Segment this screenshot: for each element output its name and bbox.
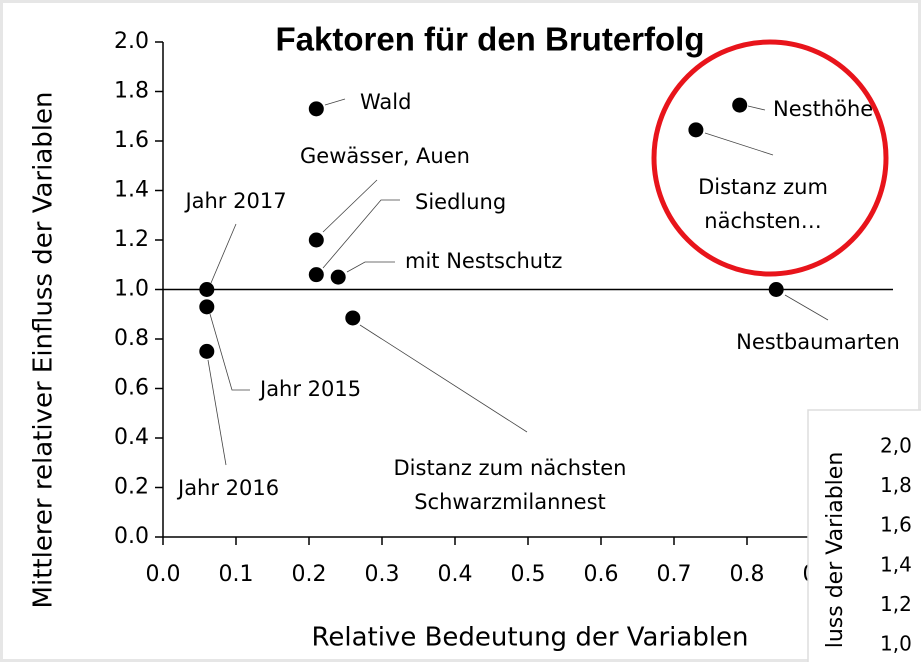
point-label: mit Nestschutz (405, 249, 562, 273)
inset-y-tick-label: 1,4 (880, 552, 912, 576)
leader-line (209, 313, 250, 391)
inset-y-tick-label: 1,6 (880, 513, 912, 537)
x-tick-label: 0.0 (146, 562, 181, 587)
point-label: Gewässer, Auen (300, 144, 470, 168)
y-tick-label: 1.6 (114, 128, 149, 153)
leader-line (207, 359, 227, 466)
point (732, 97, 748, 113)
point (199, 299, 215, 315)
point (308, 101, 324, 117)
point-label: Siedlung (415, 190, 506, 214)
inset-panel (807, 409, 921, 662)
point-label: Nesthöhe (773, 97, 873, 121)
y-tick-label: 1.0 (114, 277, 149, 302)
leader-line (324, 98, 346, 106)
inset-y-tick-label: 1,2 (880, 592, 912, 616)
leader-line (359, 324, 528, 433)
x-tick-label: 0.8 (730, 562, 765, 587)
x-tick-label: 0.3 (365, 562, 400, 587)
point-label: Wald (360, 90, 411, 114)
y-axis-label: Mittlerer relativer Einfluss der Variabl… (29, 92, 59, 609)
point-label: Jahr 2015 (258, 377, 361, 401)
leader-line (704, 132, 774, 156)
leader-line (346, 261, 395, 273)
y-tick-label: 0.4 (114, 425, 149, 450)
point (308, 232, 324, 248)
inset-y-tick-label: 2,0 (880, 434, 912, 458)
point (199, 282, 215, 297)
point-label: Schwarzmilannest (414, 490, 606, 514)
point (199, 343, 215, 359)
y-tick-label: 0.2 (114, 475, 149, 500)
point-label: Nestbaumarten (736, 330, 900, 354)
highlight-circle (651, 39, 889, 277)
point-label: Distanz zum nächsten (394, 456, 627, 480)
x-tick-label: 0.6 (584, 562, 619, 587)
point (345, 310, 361, 326)
inset-y-tick-label: 1,8 (880, 473, 912, 497)
point-label: nächsten… (704, 209, 821, 233)
y-tick-label: 1.2 (114, 227, 149, 252)
inset-y-axis-label: luss der Variablen (823, 452, 848, 649)
leader-line (322, 179, 378, 233)
leader-line (210, 223, 237, 284)
x-axis-label: Relative Bedeutung der Variablen (311, 623, 748, 653)
leader-line (747, 105, 766, 111)
y-tick-label: 0.6 (114, 376, 149, 401)
x-tick-label: 0.1 (219, 562, 254, 587)
y-tick-label: 2.0 (114, 29, 149, 54)
leader-line (784, 294, 829, 321)
y-tick-label: 1.4 (114, 178, 149, 203)
point (330, 269, 346, 285)
chart-title: Faktoren für den Bruterfolg (275, 21, 704, 58)
y-tick-label: 0.0 (114, 524, 149, 549)
leader-line (322, 199, 400, 269)
x-tick-label: 0.5 (511, 562, 546, 587)
x-tick-label: 0.4 (438, 562, 473, 587)
point-label: Jahr 2017 (183, 189, 286, 213)
x-tick-label: 0.7 (657, 562, 692, 587)
point (688, 122, 704, 138)
y-tick-label: 0.8 (114, 326, 149, 351)
inset-y-tick-label: 1,0 (880, 632, 912, 656)
point (768, 282, 784, 297)
point-label: Distanz zum (698, 175, 828, 199)
x-tick-label: 0.2 (292, 562, 327, 587)
point (308, 267, 324, 283)
y-tick-label: 1.8 (114, 79, 149, 104)
point-label: Jahr 2016 (176, 476, 279, 500)
